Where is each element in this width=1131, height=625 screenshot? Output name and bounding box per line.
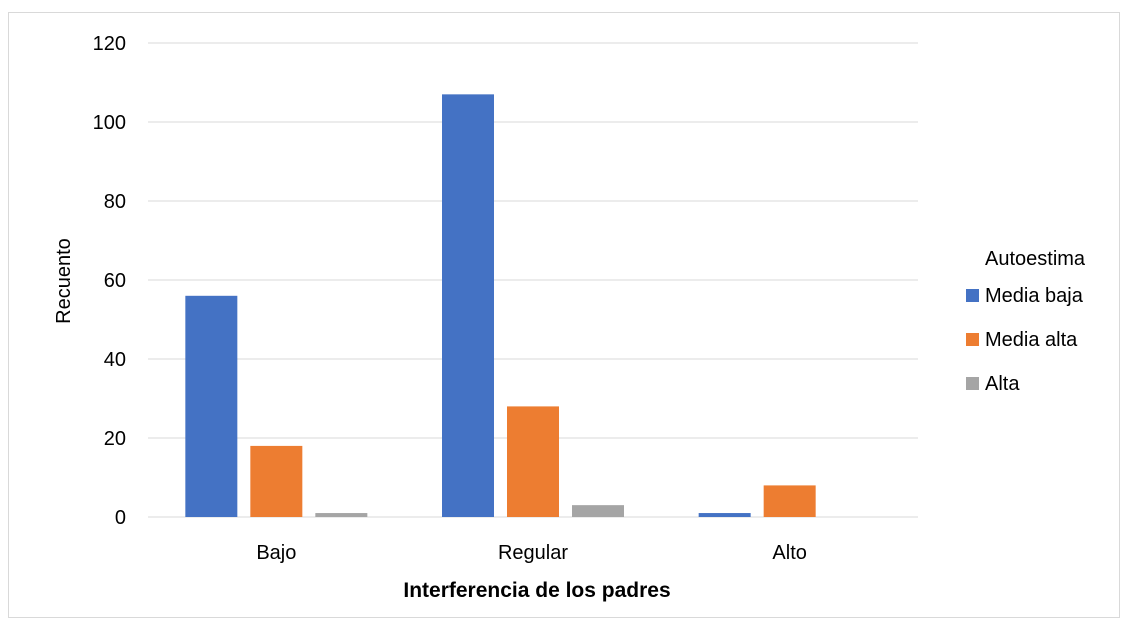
y-tick-label: 120: [93, 33, 126, 55]
bar-regular-media-baja: [442, 94, 494, 517]
bar-alto-media-baja: [698, 513, 751, 517]
legend-swatch: [966, 333, 979, 346]
y-tick-label: 100: [93, 112, 126, 134]
y-tick-label: 80: [104, 191, 126, 213]
y-tick-label: 40: [104, 349, 126, 371]
x-tick-label: Bajo: [256, 542, 296, 564]
bars: [185, 94, 816, 517]
legend-title: Autoestima: [985, 248, 1086, 270]
bar-bajo-alta: [315, 513, 368, 517]
legend: Autoestima Media baja Media alta Alta: [966, 248, 1086, 395]
x-tick-labels: Bajo Regular Alto: [256, 542, 807, 564]
legend-label: Media baja: [985, 285, 1084, 307]
bar-regular-alta: [572, 505, 624, 517]
y-tick-labels: 0 20 40 60 80 100 120: [93, 33, 126, 529]
legend-swatch: [966, 377, 979, 390]
x-tick-label: Regular: [498, 542, 568, 564]
bar-regular-media-alta: [507, 406, 559, 517]
x-axis-label: Interferencia de los padres: [403, 579, 670, 602]
legend-swatch: [966, 289, 979, 302]
bar-alto-media-alta: [763, 485, 816, 517]
y-tick-label: 60: [104, 270, 126, 292]
legend-label: Media alta: [985, 329, 1078, 351]
y-tick-label: 20: [104, 428, 126, 450]
y-tick-label: 0: [115, 507, 126, 529]
bar-bajo-media-alta: [250, 445, 303, 517]
legend-label: Alta: [985, 373, 1020, 395]
y-axis-label: Recuento: [53, 238, 75, 324]
x-tick-label: Alto: [772, 542, 806, 564]
bar-bajo-media-baja: [185, 295, 238, 517]
